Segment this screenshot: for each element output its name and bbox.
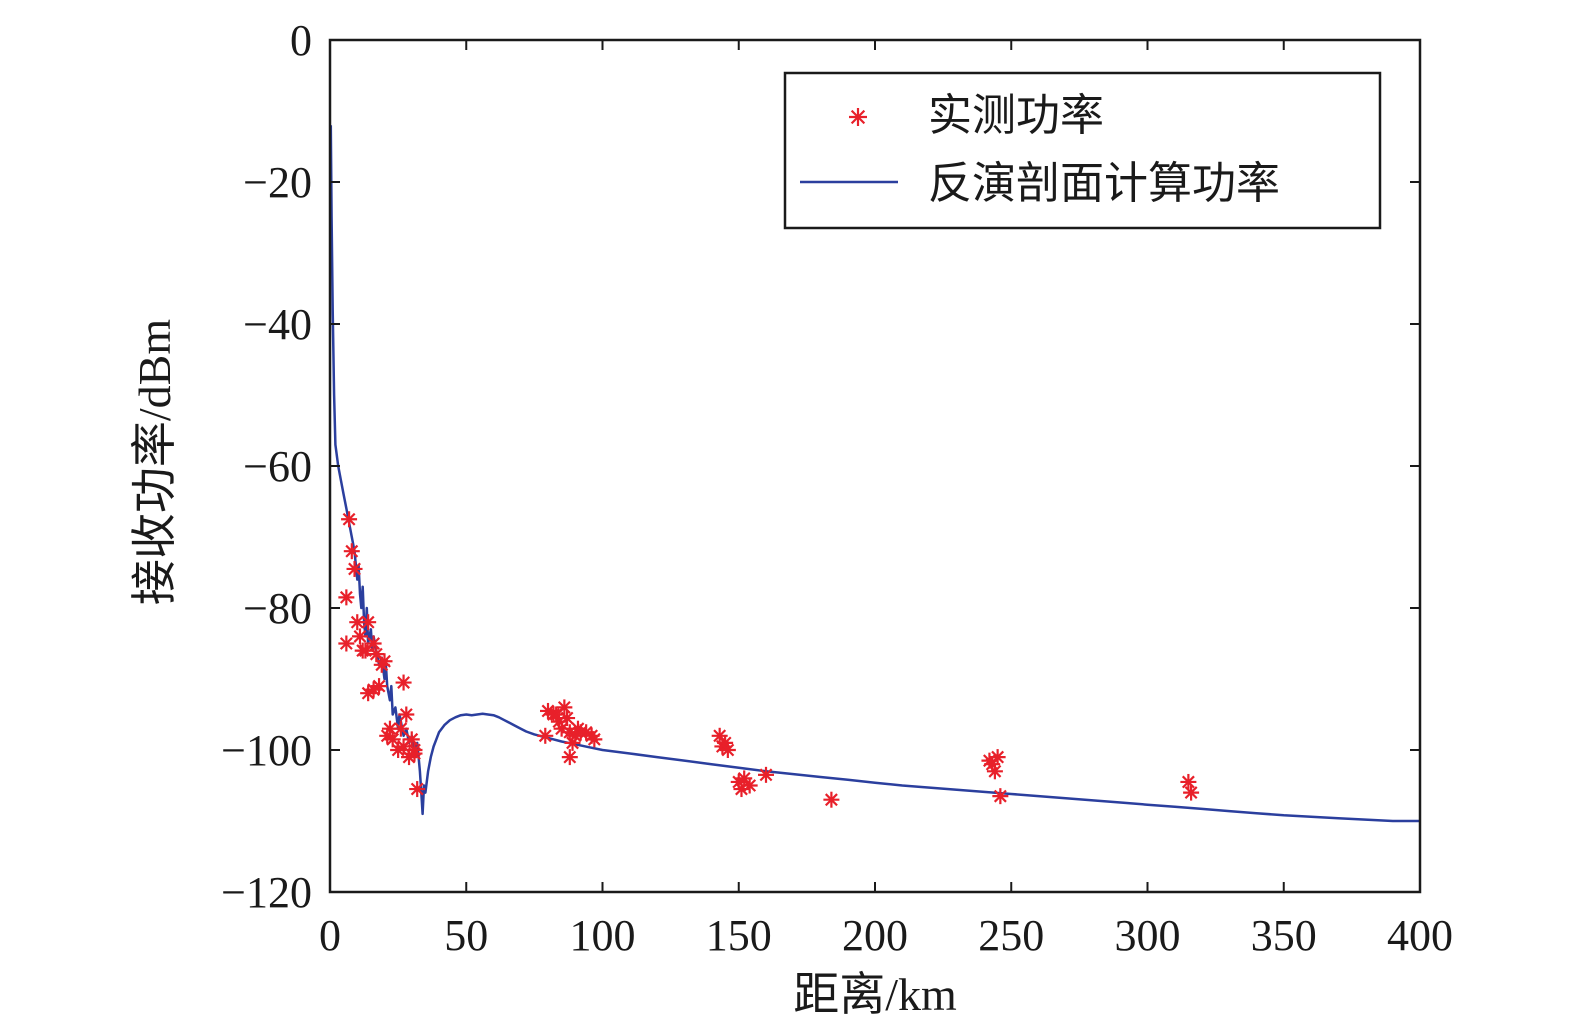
y-tick-label: −120 (221, 868, 312, 917)
data-point-measured (741, 777, 758, 794)
x-tick-label: 350 (1251, 911, 1317, 960)
legend-asterisk-icon (849, 108, 867, 126)
y-tick-label: −20 (243, 158, 312, 207)
data-point-measured (992, 788, 1009, 805)
y-tick-label: −60 (243, 442, 312, 491)
data-point-measured (351, 628, 368, 645)
y-axis-label: 接收功率/dBm (129, 319, 180, 605)
x-tick-label: 100 (570, 911, 636, 960)
data-point-measured (537, 727, 554, 744)
legend-box (783, 71, 1382, 230)
data-point-measured (392, 720, 409, 737)
data-point-measured (338, 635, 355, 652)
data-point-measured (371, 678, 388, 695)
data-point-measured (736, 770, 753, 787)
legend-marker-measured (849, 108, 867, 126)
data-point-measured (395, 674, 412, 691)
series-line-computed (329, 125, 1420, 823)
x-axis-label: 距离/km (793, 969, 957, 1020)
data-point-measured (561, 749, 578, 766)
data-point-measured (343, 543, 360, 560)
data-point-measured (398, 706, 415, 723)
legend-entry-computed: 反演剖面计算功率 (928, 159, 1280, 208)
data-point-measured (1183, 784, 1200, 801)
legend-entry-measured: 实测功率 (928, 91, 1104, 140)
y-tick-label: 0 (290, 16, 312, 65)
x-tick-label: 50 (444, 911, 488, 960)
plot-area (329, 125, 1420, 823)
data-point-measured (556, 699, 573, 716)
data-point-measured (758, 766, 774, 783)
data-point-measured (986, 763, 1003, 780)
x-tick-label: 300 (1115, 911, 1181, 960)
y-tick-label: −80 (243, 584, 312, 633)
data-point-measured (586, 731, 603, 748)
x-tick-label: 250 (978, 911, 1044, 960)
data-point-measured (376, 653, 393, 670)
y-tick-label: −40 (243, 300, 312, 349)
data-point-measured (719, 742, 736, 758)
data-point-measured (1180, 773, 1197, 790)
data-point-measured (338, 589, 355, 606)
data-point-measured (409, 781, 426, 798)
data-point-measured (406, 745, 423, 762)
x-tick-label: 0 (319, 911, 341, 960)
data-point-measured (346, 560, 363, 577)
y-tick-label: −100 (221, 726, 312, 775)
x-tick-label: 400 (1387, 911, 1453, 960)
data-point-measured (379, 727, 396, 744)
data-point-measured (341, 511, 358, 528)
axes: 0 50 100 150 200 250 300 350 400 0 −20 −40 −60 −80 −10… (221, 16, 1453, 960)
x-tick-label: 150 (706, 911, 772, 960)
data-point-measured (823, 791, 840, 808)
data-point-measured (360, 614, 377, 631)
legend: 实测功率 反演剖面计算功率 (783, 71, 1382, 230)
data-point-measured (989, 749, 1006, 766)
data-point-measured (559, 710, 576, 727)
data-point-measured (403, 731, 420, 748)
data-point-measured (365, 635, 382, 652)
x-tick-label: 200 (842, 911, 908, 960)
